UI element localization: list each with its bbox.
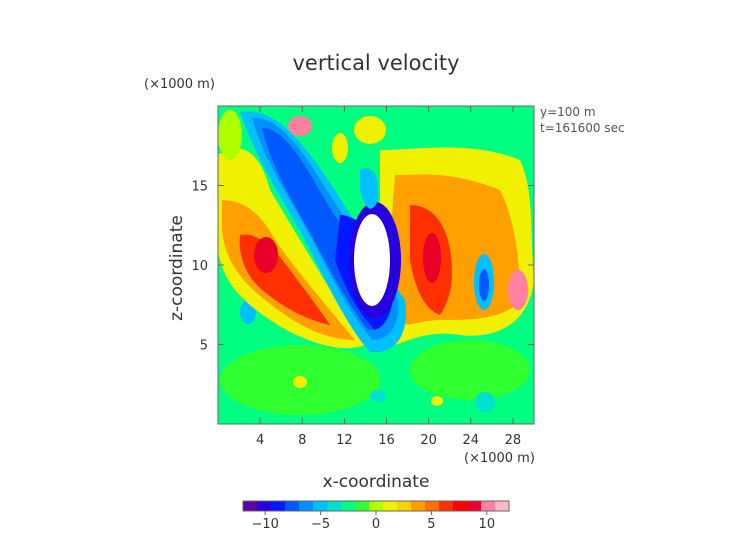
y-unit-label: (×1000 m) (144, 77, 215, 92)
colorbar-swatch (467, 501, 482, 511)
contour-green-light (410, 340, 530, 400)
contour-cyan-small (475, 392, 495, 412)
x-tick-label: 12 (336, 433, 353, 448)
contour-top-island (332, 133, 348, 163)
x-tick-label: 8 (298, 433, 306, 448)
colorbar-swatch (299, 501, 314, 511)
colorbar-tick-label: 10 (479, 517, 496, 532)
colorbar-swatch (327, 501, 342, 511)
contour-right-band-pink (508, 270, 528, 310)
y-tick-label: 15 (191, 180, 208, 195)
colorbar-swatch (369, 501, 384, 511)
contour-right-band-core (423, 233, 441, 283)
colorbar-swatch (439, 501, 454, 511)
colorbar-swatch (243, 501, 258, 511)
x-tick-label: 16 (378, 433, 395, 448)
annotation-time: t=161600 sec (540, 121, 625, 135)
colorbar-tick-label: 5 (427, 517, 435, 532)
contour-top-island (288, 116, 312, 136)
colorbar-swatch (411, 501, 426, 511)
contour-yellow-small (293, 376, 307, 388)
colorbar-swatch (481, 501, 496, 511)
colorbar-swatch (355, 501, 370, 511)
contour-cyan-small (370, 390, 386, 402)
y-tick-label: 5 (200, 339, 208, 354)
contour-top-island (354, 116, 386, 144)
colorbar-swatch (453, 501, 468, 511)
y-tick-label: 10 (191, 259, 208, 274)
contour-fields (218, 110, 534, 415)
contour-yellow-small (431, 396, 443, 406)
annotation-y-position: y=100 m (540, 105, 596, 119)
colorbar-tick-label: 0 (372, 517, 380, 532)
x-tick-label: 20 (420, 433, 437, 448)
contour-left-band-yellow (218, 148, 365, 349)
x-tick-label: 28 (505, 433, 522, 448)
contour-neg-band-spur (360, 168, 379, 209)
colorbar-swatch (285, 501, 300, 511)
x-axis: 4 8 12 16 20 24 28 (256, 106, 521, 448)
x-tick-label: 4 (256, 433, 264, 448)
y-axis-label: z-coordinate (167, 215, 187, 321)
contour-top-island (218, 110, 242, 160)
colorbar-swatch (257, 501, 272, 511)
colorbar: −10 −5 0 5 10 (242, 500, 510, 532)
plot-area (218, 106, 534, 424)
colorbar-swatch (397, 501, 412, 511)
x-axis-label: x-coordinate (323, 472, 430, 492)
colorbar-tick-label: −5 (311, 517, 330, 532)
colorbar-swatch (383, 501, 398, 511)
colorbar-swatch (425, 501, 440, 511)
colorbar-swatch (341, 501, 356, 511)
contour-left-band-core (254, 237, 278, 273)
y-axis: 5 10 15 (191, 180, 534, 354)
contour-right-blue (479, 269, 489, 301)
x-unit-label: (×1000 m) (464, 451, 535, 466)
contour-updraft-core (354, 214, 390, 306)
chart-title: vertical velocity (292, 51, 459, 75)
colorbar-swatch (495, 501, 510, 511)
colorbar-swatch (313, 501, 328, 511)
colorbar-tick-label: −10 (251, 517, 278, 532)
x-tick-label: 24 (463, 433, 480, 448)
colorbar-swatch (271, 501, 286, 511)
